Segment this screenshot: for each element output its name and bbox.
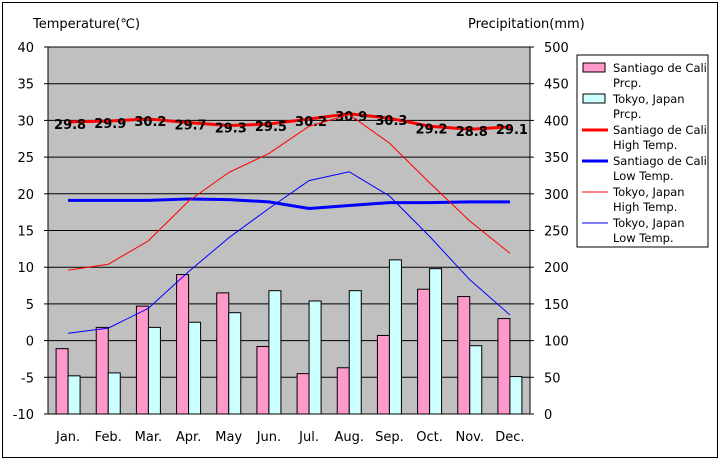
bar-tokyo-japan-prcp- (348, 290, 362, 415)
right-axis-title: Precipitation(mm) (468, 17, 585, 32)
legend-label: Prcp. (613, 76, 642, 90)
right-tick-label: 50 (544, 371, 561, 386)
bar-santiago-de-cali-prcp- (95, 326, 109, 415)
right-tick-label: 350 (544, 151, 569, 166)
left-tick-label: -10 (13, 408, 34, 423)
left-axis-title: Temperature(℃) (32, 17, 140, 32)
bar-santiago-de-cali-prcp- (376, 334, 390, 415)
bar-tokyo-japan-prcp- (147, 326, 161, 415)
x-tick-label: Jun. (256, 430, 281, 445)
data-label: 30.2 (295, 115, 327, 130)
bar-santiago-de-cali-prcp- (497, 318, 511, 415)
x-tick-label: Nov. (456, 430, 485, 445)
bar-tokyo-japan-prcp- (268, 290, 282, 415)
bar-santiago-de-cali-prcp- (336, 367, 350, 415)
bar-santiago-de-cali-prcp- (55, 348, 69, 415)
legend-label: Tokyo, Japan (612, 185, 685, 199)
left-tick-label: -5 (21, 371, 34, 386)
x-tick-label: Sep. (375, 430, 404, 445)
x-tick-label: Apr. (176, 430, 201, 445)
data-label: 29.5 (255, 120, 287, 135)
legend-swatch (582, 62, 606, 73)
left-tick-label: 30 (17, 114, 34, 129)
left-tick-label: 40 (17, 41, 34, 56)
legend-label: High Temp. (613, 138, 677, 152)
bar-santiago-de-cali-prcp- (256, 345, 270, 415)
data-label: 30.2 (134, 115, 166, 130)
data-label: 29.1 (496, 123, 528, 138)
plot-border (47, 46, 531, 415)
x-tick-label: Jul. (298, 430, 319, 445)
bar-tokyo-japan-prcp- (308, 300, 322, 415)
bar-tokyo-japan-prcp- (107, 372, 121, 415)
left-tick-label: 25 (17, 151, 34, 166)
left-tick-label: 5 (26, 298, 34, 313)
left-tick-label: 10 (17, 261, 34, 276)
data-label: 30.9 (335, 110, 367, 125)
bar-santiago-de-cali-prcp- (135, 305, 149, 415)
legend-label: Santiago de Cali (613, 154, 707, 168)
right-tick-label: 100 (544, 335, 569, 350)
bar-santiago-de-cali-prcp- (296, 373, 310, 415)
data-label: 29.2 (416, 122, 448, 137)
data-label: 29.7 (175, 119, 207, 134)
x-tick-label: Feb. (95, 430, 122, 445)
line-tokyo-japan-high-temp- (68, 114, 511, 271)
legend-label: Tokyo, Japan (612, 92, 685, 106)
data-label: 28.8 (456, 125, 488, 140)
x-tick-label: May (215, 430, 242, 445)
data-label: 29.9 (94, 117, 126, 132)
legend-label: Santiago de Cali (613, 61, 707, 75)
right-tick-label: 200 (544, 261, 569, 276)
line-tokyo-japan-low-temp- (68, 171, 511, 334)
legend-label: Low Temp. (613, 231, 674, 245)
bar-tokyo-japan-prcp- (188, 321, 202, 415)
right-tick-label: 0 (544, 408, 552, 423)
right-tick-label: 400 (544, 114, 569, 129)
right-tick-label: 450 (544, 78, 569, 93)
bar-tokyo-japan-prcp- (509, 376, 523, 415)
legend-label: Tokyo, Japan (612, 216, 685, 230)
legend-label: Prcp. (613, 107, 642, 121)
x-tick-label: Aug. (334, 430, 364, 445)
right-tick-label: 250 (544, 225, 569, 240)
legend-label: Low Temp. (613, 169, 674, 183)
data-label: 29.3 (215, 122, 247, 137)
legend-label: Santiago de Cali (613, 123, 707, 137)
right-tick-label: 150 (544, 298, 569, 313)
line-santiago-de-cali-low-temp- (68, 197, 510, 210)
x-tick-label: Mar. (135, 430, 162, 445)
bar-tokyo-japan-prcp- (429, 268, 443, 415)
legend-label: High Temp. (613, 200, 677, 214)
right-tick-label: 300 (544, 188, 569, 203)
bar-tokyo-japan-prcp- (228, 312, 242, 415)
line-santiago-de-cali-high-temp- (68, 112, 510, 131)
data-label: 29.8 (54, 118, 86, 133)
bar-tokyo-japan-prcp- (388, 259, 402, 415)
left-tick-label: 35 (17, 78, 34, 93)
bar-santiago-de-cali-prcp- (457, 296, 471, 415)
bar-santiago-de-cali-prcp- (176, 274, 190, 415)
bar-tokyo-japan-prcp- (469, 345, 483, 415)
left-tick-label: 20 (17, 188, 34, 203)
legend-box (576, 54, 709, 248)
left-tick-label: 0 (26, 335, 34, 350)
legend-swatch (582, 93, 606, 104)
right-tick-label: 500 (544, 41, 569, 56)
left-tick-label: 15 (17, 225, 34, 240)
x-tick-label: Jan. (55, 430, 80, 445)
bar-santiago-de-cali-prcp- (216, 292, 230, 415)
x-tick-label: Oct. (416, 430, 443, 445)
data-label: 30.3 (375, 114, 407, 129)
bar-tokyo-japan-prcp- (67, 375, 81, 415)
x-tick-label: Dec. (495, 430, 524, 445)
bar-santiago-de-cali-prcp- (417, 288, 431, 415)
